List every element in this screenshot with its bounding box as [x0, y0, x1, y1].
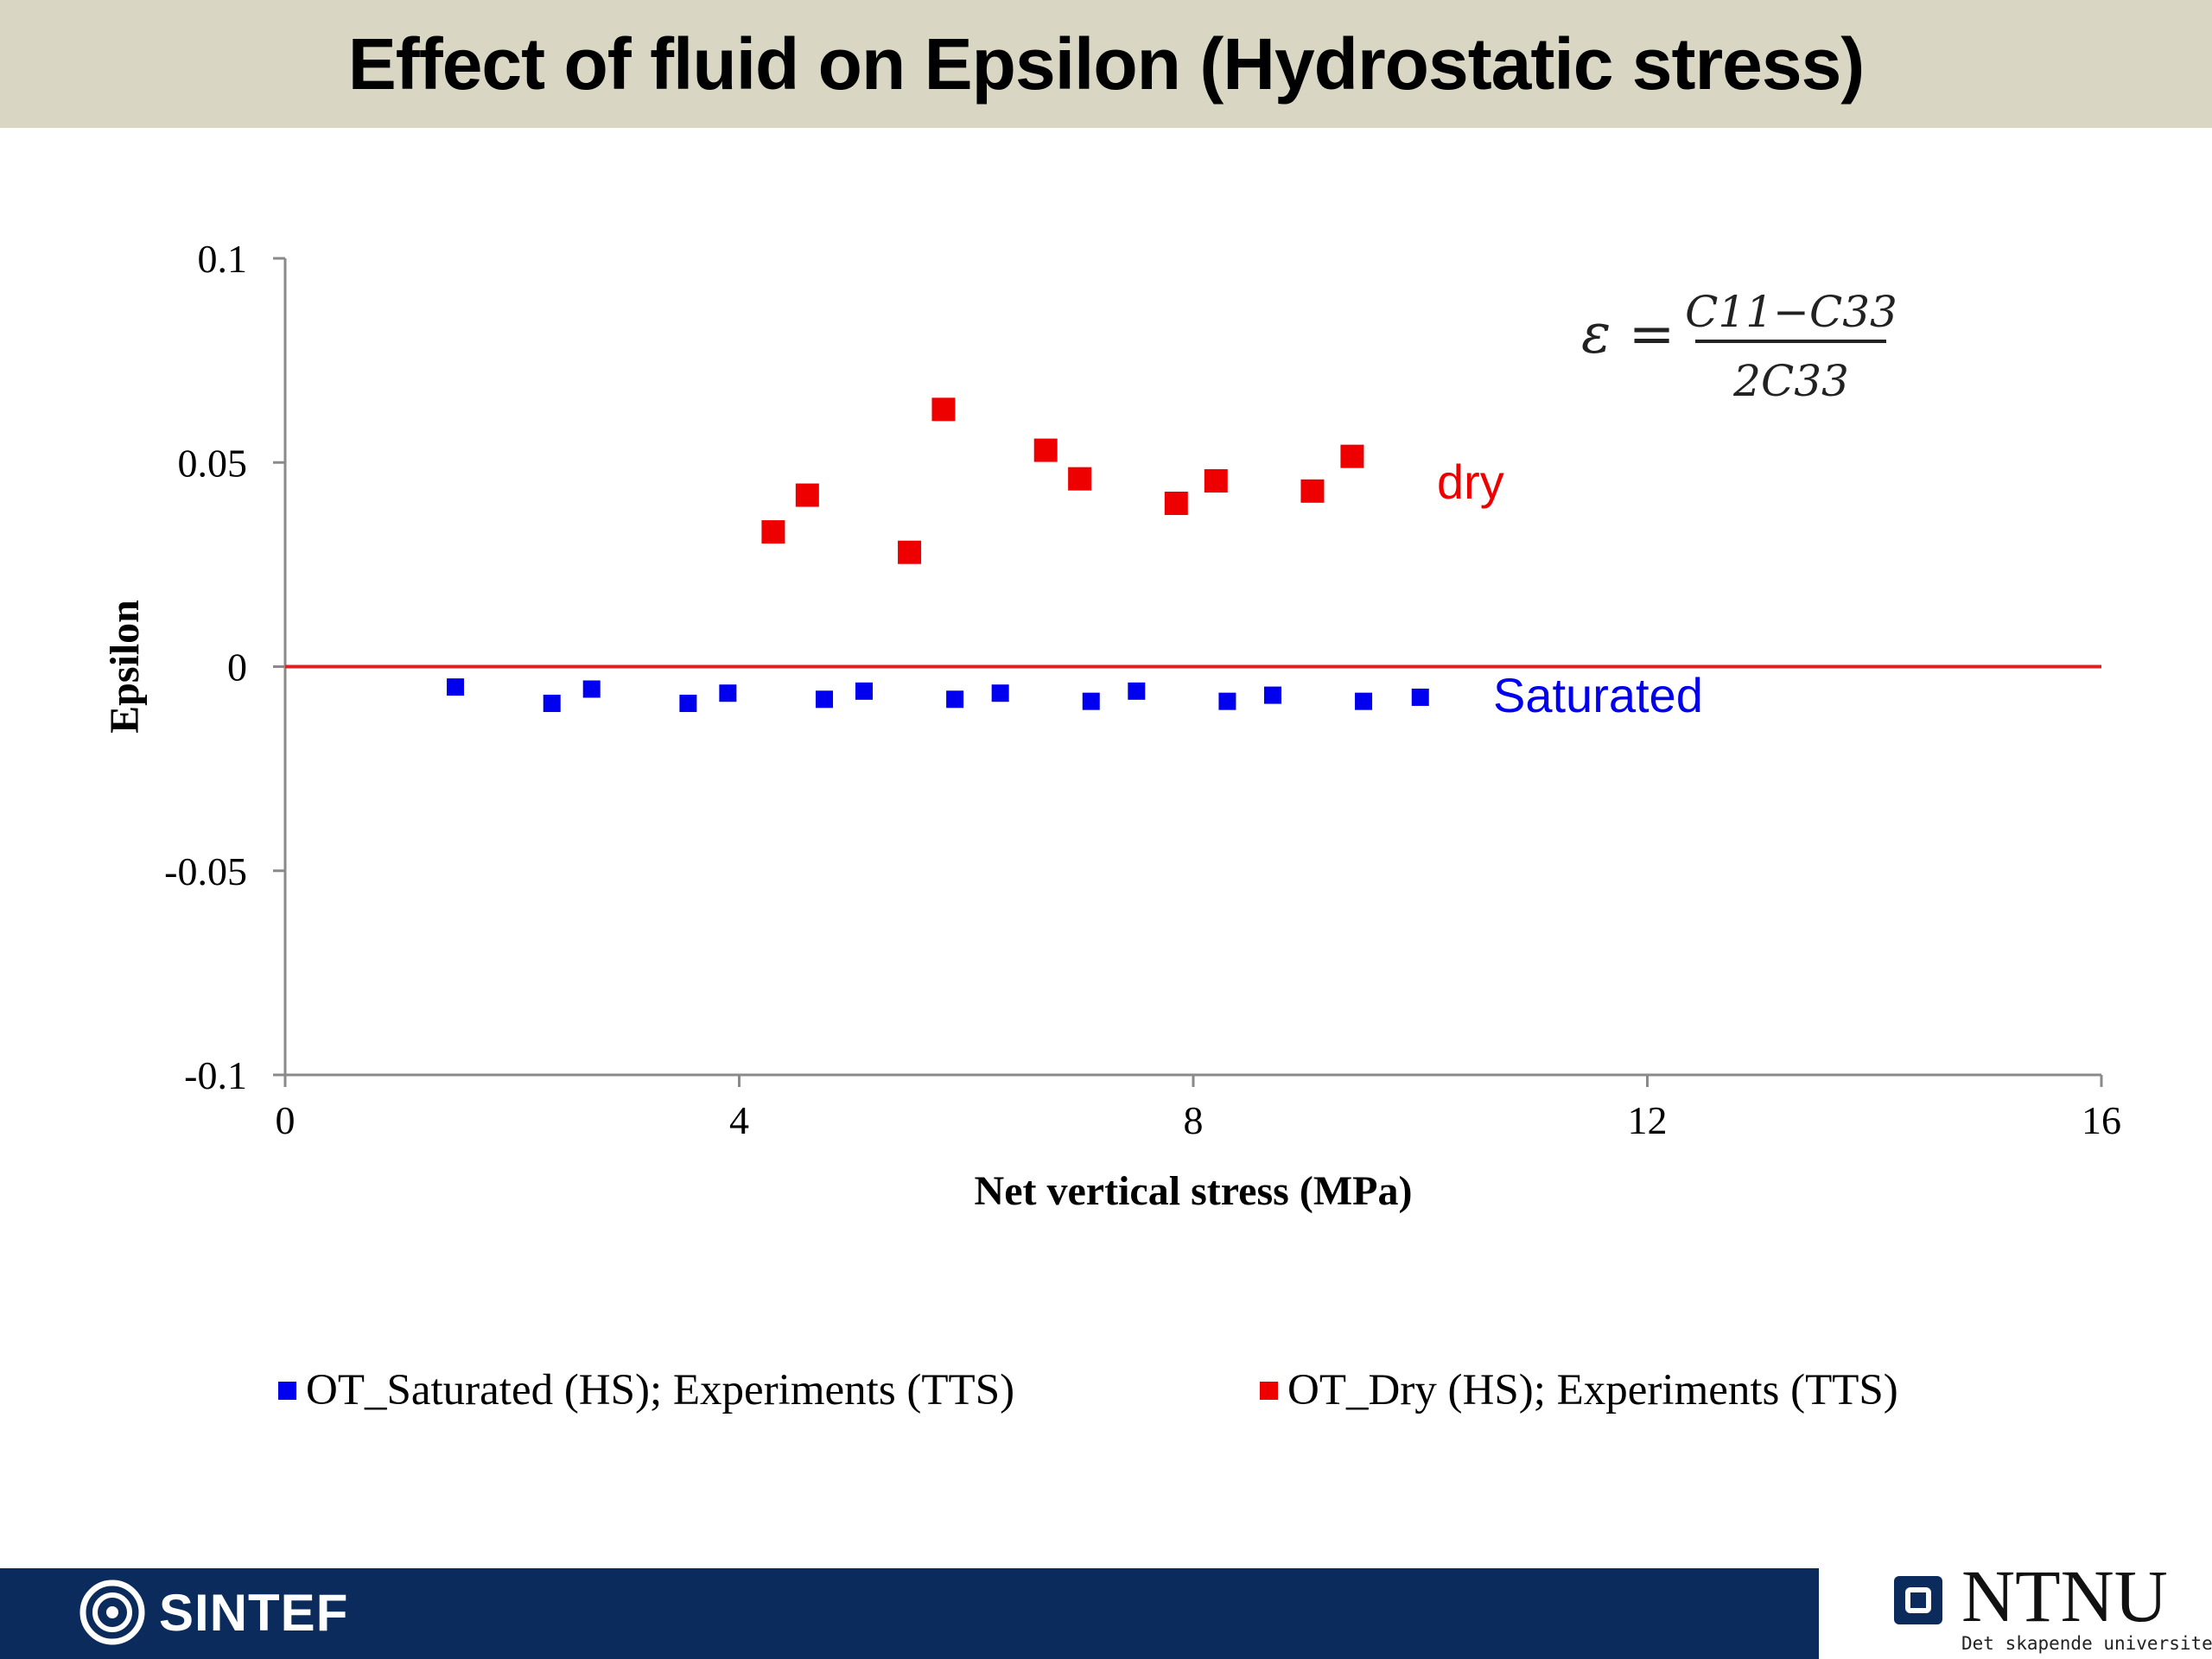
sintef-mark-icon [79, 1580, 145, 1645]
data-point-saturated-11 [1218, 692, 1236, 710]
data-point-saturated-13 [1355, 692, 1373, 710]
annotation-saturated: Saturated [1493, 668, 1703, 722]
data-point-saturated-9 [1082, 692, 1100, 710]
formula-lhs: ε = [1581, 302, 1675, 366]
legend-label-dry: OT_Dry (HS); Experiments (TTS) [1287, 1366, 1898, 1414]
data-point-dry-4 [1033, 438, 1058, 462]
chart-legend: OT_Saturated (HS); Experiments (TTS) OT_… [0, 1365, 2212, 1426]
data-point-dry-3 [931, 397, 956, 422]
data-point-dry-0 [761, 520, 785, 544]
ntnu-logo: NTNU Det skapende universitet [1891, 1554, 2212, 1659]
sintef-wordmark: SINTEF [159, 1583, 349, 1642]
x-tick-label-1: 4 [729, 1098, 749, 1142]
ntnu-mark-icon [1894, 1576, 1942, 1624]
legend-item-saturated: OT_Saturated (HS); Experiments (TTS) [278, 1365, 1014, 1415]
slide-title: Effect of fluid on Epsilon (Hydrostatic … [347, 22, 1866, 105]
title-bar: Effect of fluid on Epsilon (Hydrostatic … [0, 0, 2212, 128]
scatter-chart: -0.1 -0.05 0 0.05 0.1 0 4 8 12 16 Net vertical str… [102, 237, 2121, 1214]
data-point-dry-8 [1300, 479, 1325, 503]
legend-item-dry: OT_Dry (HS); Experiments (TTS) [1260, 1365, 1898, 1415]
annotation-dry: dry [1437, 454, 1504, 509]
y-axis-title: Epsilon [102, 600, 148, 734]
data-point-saturated-5 [816, 690, 834, 709]
footer-band [0, 1568, 1819, 1659]
data-point-saturated-8 [991, 684, 1009, 702]
data-point-saturated-10 [1128, 682, 1146, 700]
data-point-saturated-7 [946, 690, 964, 709]
data-point-dry-9 [1340, 444, 1364, 468]
data-point-dry-6 [1164, 492, 1188, 515]
y-tick-label-1: -0.05 [164, 849, 247, 893]
data-point-saturated-0 [447, 678, 465, 696]
x-tick-label-4: 16 [2082, 1098, 2121, 1142]
data-point-dry-2 [898, 540, 922, 564]
data-point-saturated-3 [679, 695, 697, 713]
y-tick-label-2: 0 [227, 645, 247, 690]
y-tick-label-0: -0.1 [184, 1053, 247, 1097]
formula-numerator: C11−C33 [1685, 287, 1897, 337]
ntnu-tagline: Det skapende universitet [1961, 1633, 2212, 1654]
ntnu-wordmark: NTNU [1961, 1554, 2168, 1637]
data-point-saturated-1 [543, 695, 561, 713]
formula-denominator: 2C33 [1732, 356, 1849, 406]
x-tick-label-2: 8 [1184, 1098, 1204, 1142]
data-point-saturated-2 [582, 680, 601, 698]
data-point-saturated-4 [719, 684, 737, 702]
data-point-saturated-6 [855, 682, 874, 700]
sintef-logo: SINTEF [79, 1578, 348, 1647]
y-tick-label-3: 0.05 [178, 441, 248, 485]
y-tick-label-4: 0.1 [198, 237, 248, 281]
x-tick-label-3: 12 [1628, 1098, 1668, 1142]
x-tick-label-0: 0 [276, 1098, 296, 1142]
data-point-dry-7 [1204, 469, 1228, 493]
data-point-dry-1 [795, 483, 819, 507]
legend-swatch-saturated [278, 1381, 296, 1400]
data-point-saturated-12 [1263, 686, 1281, 704]
x-axis-title: Net vertical stress (MPa) [975, 1168, 1413, 1214]
legend-label-saturated: OT_Saturated (HS); Experiments (TTS) [306, 1366, 1015, 1414]
data-point-dry-5 [1068, 467, 1092, 491]
data-point-saturated-14 [1411, 688, 1429, 706]
legend-swatch-dry [1260, 1381, 1278, 1400]
